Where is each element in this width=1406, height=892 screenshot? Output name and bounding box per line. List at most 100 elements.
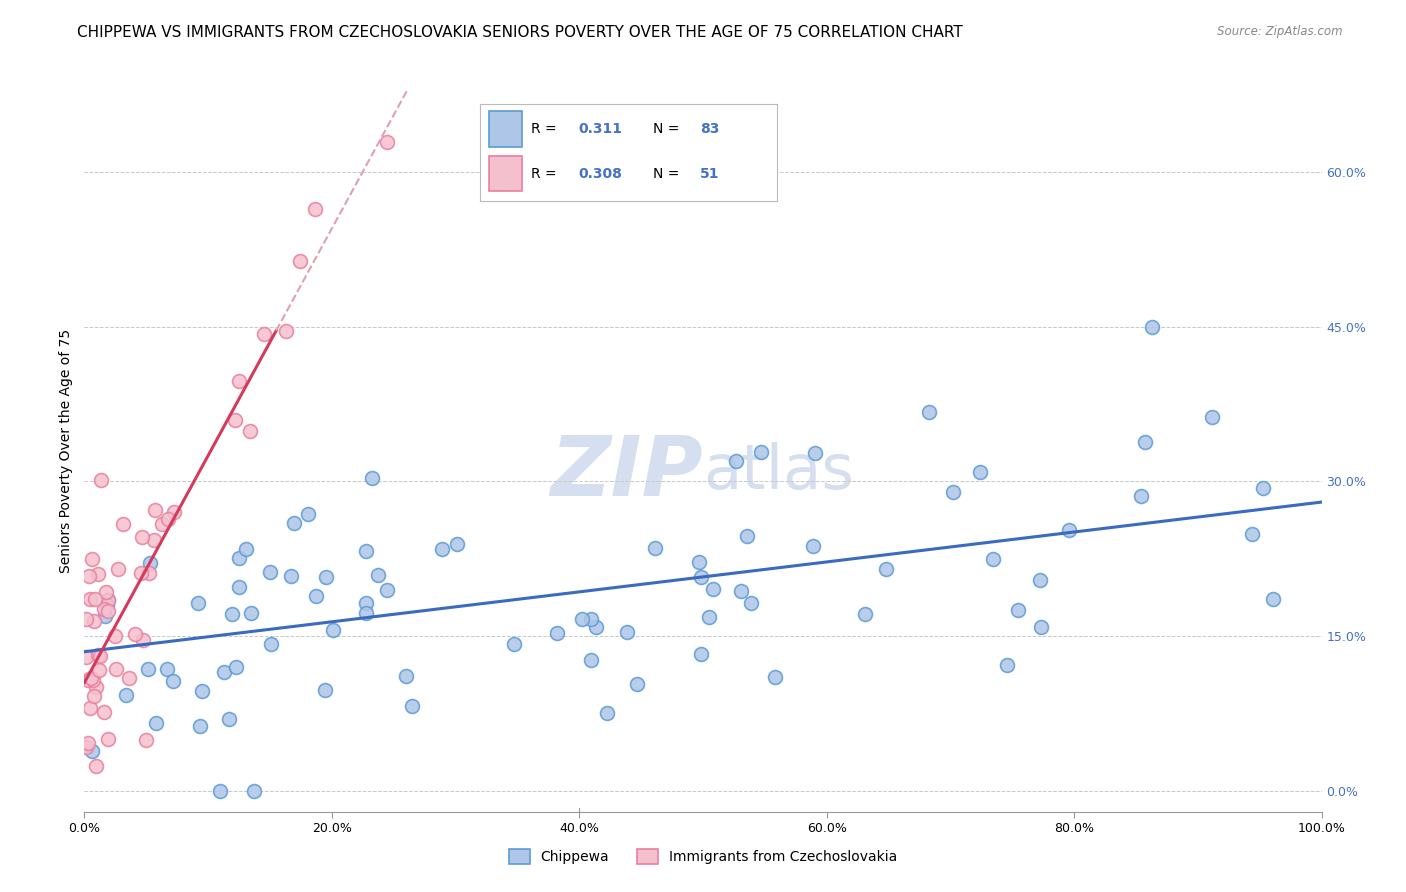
Point bbox=[579, 653, 602, 667]
Point bbox=[740, 596, 762, 610]
Point bbox=[77, 673, 100, 687]
Point bbox=[367, 568, 389, 582]
Text: CHIPPEWA VS IMMIGRANTS FROM CZECHOSLOVAKIA SENIORS POVERTY OVER THE AGE OF 75 CO: CHIPPEWA VS IMMIGRANTS FROM CZECHOSLOVAK… bbox=[77, 25, 963, 40]
Point bbox=[644, 541, 666, 555]
Point bbox=[131, 530, 153, 544]
Point bbox=[283, 516, 305, 530]
Point bbox=[131, 566, 153, 580]
Point bbox=[724, 454, 747, 468]
Point bbox=[75, 649, 97, 664]
Point bbox=[280, 569, 302, 583]
Point bbox=[304, 202, 326, 216]
Point bbox=[690, 570, 713, 584]
Point bbox=[136, 662, 159, 676]
Point bbox=[697, 610, 720, 624]
Point bbox=[117, 671, 139, 685]
Point bbox=[239, 606, 262, 620]
Point bbox=[626, 676, 648, 690]
Point bbox=[375, 135, 398, 149]
Point bbox=[579, 612, 602, 626]
Point bbox=[918, 404, 941, 418]
Point bbox=[163, 505, 186, 519]
Point bbox=[1201, 410, 1223, 425]
Point bbox=[730, 584, 752, 599]
Point bbox=[87, 663, 110, 677]
Point bbox=[1129, 490, 1152, 504]
Point bbox=[157, 512, 180, 526]
Point bbox=[114, 688, 136, 702]
Point bbox=[1057, 523, 1080, 537]
Point bbox=[107, 562, 129, 576]
Point bbox=[96, 598, 118, 612]
Point bbox=[208, 784, 231, 798]
Legend: Chippewa, Immigrants from Czechoslovakia: Chippewa, Immigrants from Czechoslovakia bbox=[503, 844, 903, 870]
Point bbox=[97, 731, 120, 746]
Point bbox=[84, 758, 107, 772]
Point bbox=[690, 647, 713, 661]
Point bbox=[124, 627, 146, 641]
Point bbox=[735, 529, 758, 543]
Point bbox=[135, 732, 157, 747]
Point bbox=[82, 673, 104, 688]
Point bbox=[188, 719, 211, 733]
Point bbox=[804, 446, 827, 460]
Point bbox=[228, 550, 250, 565]
Point bbox=[145, 716, 167, 731]
Point bbox=[103, 629, 125, 643]
Point bbox=[702, 582, 724, 596]
Point bbox=[853, 607, 876, 621]
Point bbox=[243, 784, 266, 798]
Point bbox=[430, 542, 453, 557]
Point bbox=[87, 648, 110, 662]
Point bbox=[1133, 434, 1156, 449]
Point bbox=[375, 582, 398, 597]
Point bbox=[503, 637, 526, 651]
Point bbox=[93, 602, 115, 616]
Point bbox=[80, 671, 103, 685]
Point bbox=[79, 592, 101, 607]
Point bbox=[1140, 319, 1163, 334]
Point bbox=[446, 537, 468, 551]
Point bbox=[77, 736, 100, 750]
Point bbox=[84, 592, 107, 607]
Point bbox=[571, 612, 593, 626]
Point bbox=[239, 424, 262, 438]
Y-axis label: Seniors Poverty Over the Age of 75: Seniors Poverty Over the Age of 75 bbox=[59, 328, 73, 573]
Point bbox=[90, 474, 112, 488]
Point bbox=[83, 614, 105, 628]
Point bbox=[259, 565, 281, 579]
Point bbox=[354, 596, 377, 610]
Point bbox=[803, 539, 825, 553]
Point bbox=[224, 412, 246, 426]
Point bbox=[875, 562, 897, 576]
Point bbox=[225, 660, 247, 674]
Point bbox=[186, 596, 208, 610]
Point bbox=[105, 663, 128, 677]
Point bbox=[315, 570, 337, 584]
Point bbox=[218, 712, 240, 726]
Point bbox=[1251, 481, 1274, 495]
Point bbox=[322, 623, 344, 637]
Point bbox=[139, 557, 162, 571]
Point bbox=[75, 739, 97, 754]
Point bbox=[75, 612, 97, 626]
Point bbox=[688, 555, 710, 569]
Point bbox=[253, 326, 276, 341]
Point bbox=[235, 541, 257, 556]
Point bbox=[297, 507, 319, 521]
Point bbox=[97, 593, 120, 607]
Point bbox=[221, 607, 243, 621]
Point bbox=[80, 744, 103, 758]
Point bbox=[969, 465, 991, 479]
Point bbox=[942, 485, 965, 500]
Point bbox=[96, 585, 118, 599]
Point bbox=[97, 592, 120, 607]
Point bbox=[354, 543, 377, 558]
Point bbox=[546, 626, 568, 640]
Point bbox=[401, 698, 423, 713]
Point bbox=[1261, 591, 1284, 606]
Point bbox=[1007, 603, 1029, 617]
Point bbox=[150, 516, 173, 531]
Point bbox=[596, 706, 619, 721]
Text: atlas: atlas bbox=[703, 442, 853, 502]
